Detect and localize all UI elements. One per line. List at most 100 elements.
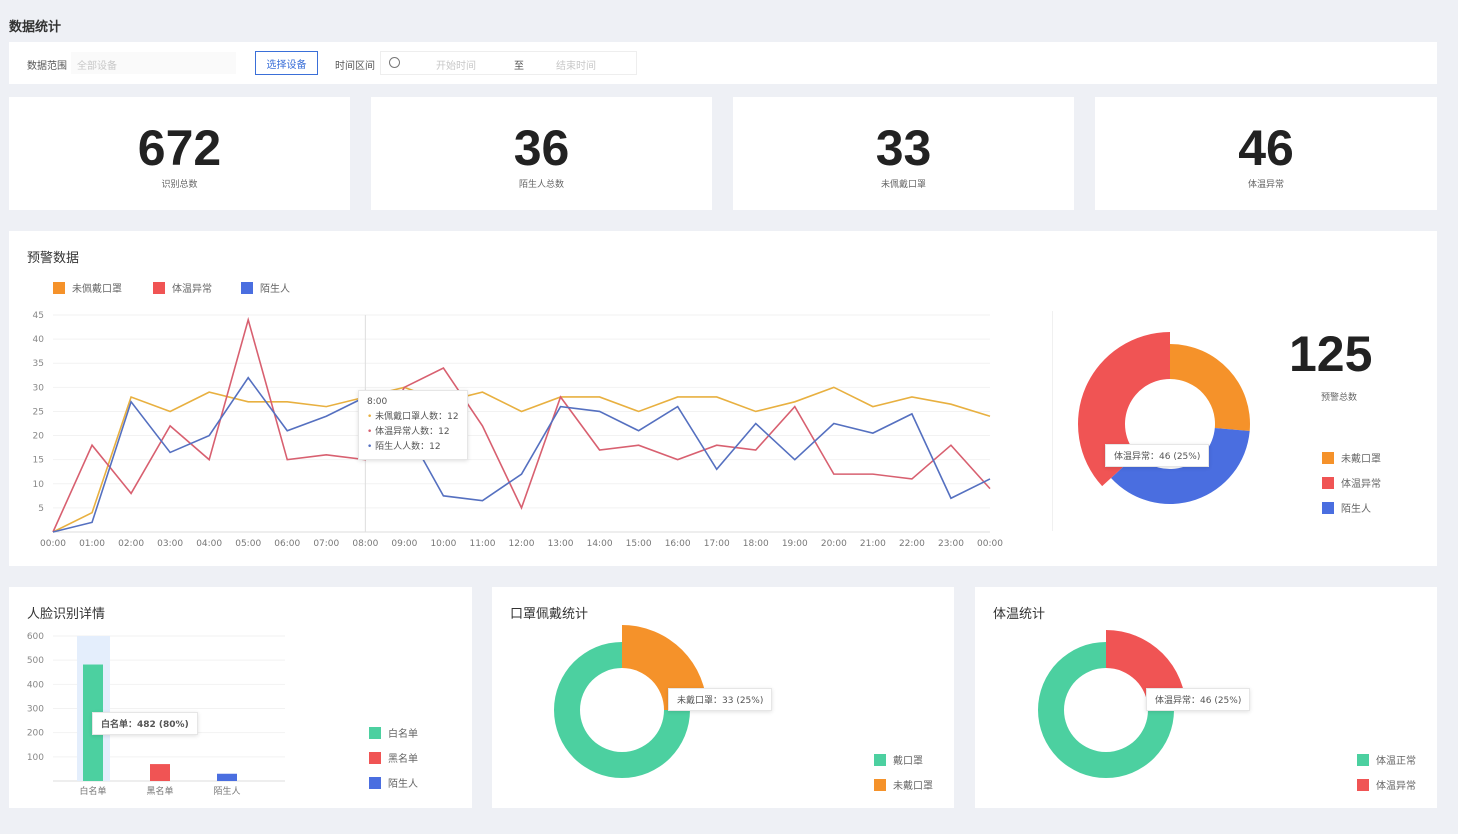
y-tick-label: 30 <box>33 383 45 393</box>
x-tick-label: 07:00 <box>313 539 339 549</box>
legend-label: 戴口罩 <box>893 756 923 767</box>
x-tick-label: 11:00 <box>469 539 495 549</box>
y-tick-label: 45 <box>33 311 44 321</box>
legend-swatch <box>1322 501 1334 514</box>
pie-slice-戴口罩 <box>554 642 690 778</box>
mask-tooltip: 未戴口罩：33 (25%) <box>668 688 773 711</box>
x-tick-label: 01:00 <box>79 539 105 549</box>
line-series-陌生人 <box>52 376 991 533</box>
temp-tooltip: 体温异常：46 (25%) <box>1146 688 1251 711</box>
select-device-button[interactable]: 选择设备 <box>255 51 318 75</box>
y-tick-label: 40 <box>33 335 45 345</box>
y-tick-label: 10 <box>33 480 45 490</box>
device-input[interactable]: 全部设备 <box>71 52 236 74</box>
y-tick-label: 300 <box>27 705 44 715</box>
legend-item[interactable]: 体温正常 <box>1357 752 1416 767</box>
stat-card-no-mask: 33 未佩戴口罩 <box>733 97 1074 210</box>
to-label: 至 <box>514 61 524 72</box>
line-tooltip: 8:00 • 未佩戴口罩人数：12 • 体温异常人数：12 • 陌生人人数：12 <box>358 390 468 460</box>
pie-slice-陌生人 <box>1110 427 1250 505</box>
legend-label: 白名单 <box>388 729 418 740</box>
x-tick-label: 19:00 <box>782 539 808 549</box>
pie-tooltip: 体温异常：46 (25%) <box>1105 444 1210 467</box>
x-tick-label: 白名单 <box>79 785 106 797</box>
pie-slice-未戴口罩 <box>1170 344 1251 432</box>
tooltip-line: • 陌生人人数：12 <box>367 442 441 452</box>
stat-label: 体温异常 <box>1247 180 1284 190</box>
legend-item[interactable]: 未戴口罩 <box>874 777 933 792</box>
line-series-体温异常 <box>52 316 991 533</box>
legend-swatch <box>1357 753 1369 766</box>
legend-item[interactable]: 戴口罩 <box>874 752 923 767</box>
range-label: 数据范围 <box>27 61 67 72</box>
legend-label: 陌生人 <box>260 284 290 295</box>
legend-item[interactable]: 白名单 <box>369 725 418 740</box>
stat-label: 识别总数 <box>161 180 198 190</box>
y-tick-label: 100 <box>27 753 44 763</box>
legend-label: 未佩戴口罩 <box>72 284 122 295</box>
bar-陌生人 <box>217 773 237 781</box>
x-tick-label: 05:00 <box>235 539 261 549</box>
bar-tooltip: 白名单：482 (80%) <box>92 712 198 735</box>
x-tick-label: 04:00 <box>196 539 222 549</box>
legend-swatch <box>874 778 886 791</box>
x-tick-label: 16:00 <box>665 539 691 549</box>
end-time-input[interactable]: 结束时间 <box>556 61 596 72</box>
legend-swatch <box>53 281 65 294</box>
x-tick-label: 23:00 <box>938 539 964 549</box>
x-tick-label: 15:00 <box>626 539 652 549</box>
y-tick-label: 35 <box>33 359 44 369</box>
legend-swatch <box>369 776 381 789</box>
legend-swatch <box>369 726 381 739</box>
legend-item[interactable]: 陌生人 <box>1322 500 1371 515</box>
y-tick-label: 20 <box>33 432 45 442</box>
legend-label: 体温异常 <box>1341 479 1381 490</box>
legend-item[interactable]: 未戴口罩 <box>1322 450 1381 465</box>
stat-card-temp: 46 体温异常 <box>1095 97 1437 210</box>
mask-title: 口罩佩戴统计 <box>510 607 589 622</box>
legend-label: 未戴口罩 <box>893 781 933 792</box>
warning-total-label: 预警总数 <box>1320 393 1357 403</box>
time-range-picker[interactable]: 开始时间 至 结束时间 <box>380 51 637 75</box>
y-tick-label: 25 <box>33 407 44 417</box>
y-tick-label: 600 <box>27 632 44 642</box>
stat-label: 未佩戴口罩 <box>880 180 926 190</box>
legend-item[interactable]: 体温异常 <box>1322 475 1381 490</box>
legend-swatch <box>1357 778 1369 791</box>
pie-slice-体温正常 <box>1038 642 1174 778</box>
stat-card-strangers: 36 陌生人总数 <box>371 97 712 210</box>
tooltip-line: • 体温异常人数：12 <box>367 427 450 437</box>
legend-item[interactable]: 陌生人 <box>369 775 418 790</box>
x-tick-label: 17:00 <box>704 539 730 549</box>
legend-label: 体温异常 <box>172 284 212 295</box>
x-tick-label: 08:00 <box>352 539 378 549</box>
x-tick-label: 21:00 <box>860 539 886 549</box>
x-tick-label: 陌生人 <box>213 785 240 797</box>
stat-value: 36 <box>513 120 570 176</box>
clock-icon <box>389 57 400 68</box>
start-time-input[interactable]: 开始时间 <box>436 61 476 72</box>
x-tick-label: 06:00 <box>274 539 300 549</box>
x-tick-label: 18:00 <box>743 539 769 549</box>
legend-item[interactable]: 体温异常 <box>153 280 212 295</box>
legend-item[interactable]: 陌生人 <box>241 280 290 295</box>
y-tick-label: 500 <box>27 656 44 666</box>
legend-label: 陌生人 <box>1341 504 1371 515</box>
face-title: 人脸识别详情 <box>27 607 106 622</box>
y-tick-label: 5 <box>38 504 44 514</box>
temp-title: 体温统计 <box>993 607 1046 622</box>
x-tick-label: 09:00 <box>391 539 417 549</box>
x-tick-label: 00:00 <box>40 539 66 549</box>
legend-label: 陌生人 <box>388 779 418 790</box>
stat-value: 46 <box>1238 120 1294 176</box>
legend-swatch <box>874 753 886 766</box>
tooltip-line: • 未佩戴口罩人数：12 <box>367 412 459 422</box>
legend-swatch <box>369 751 381 764</box>
x-tick-label: 12:00 <box>509 539 535 549</box>
legend-item[interactable]: 体温异常 <box>1357 777 1416 792</box>
y-tick-label: 15 <box>33 456 44 466</box>
legend-item[interactable]: 未佩戴口罩 <box>53 280 122 295</box>
legend-item[interactable]: 黑名单 <box>369 750 418 765</box>
stat-value: 33 <box>875 120 932 176</box>
divider <box>1052 311 1053 531</box>
